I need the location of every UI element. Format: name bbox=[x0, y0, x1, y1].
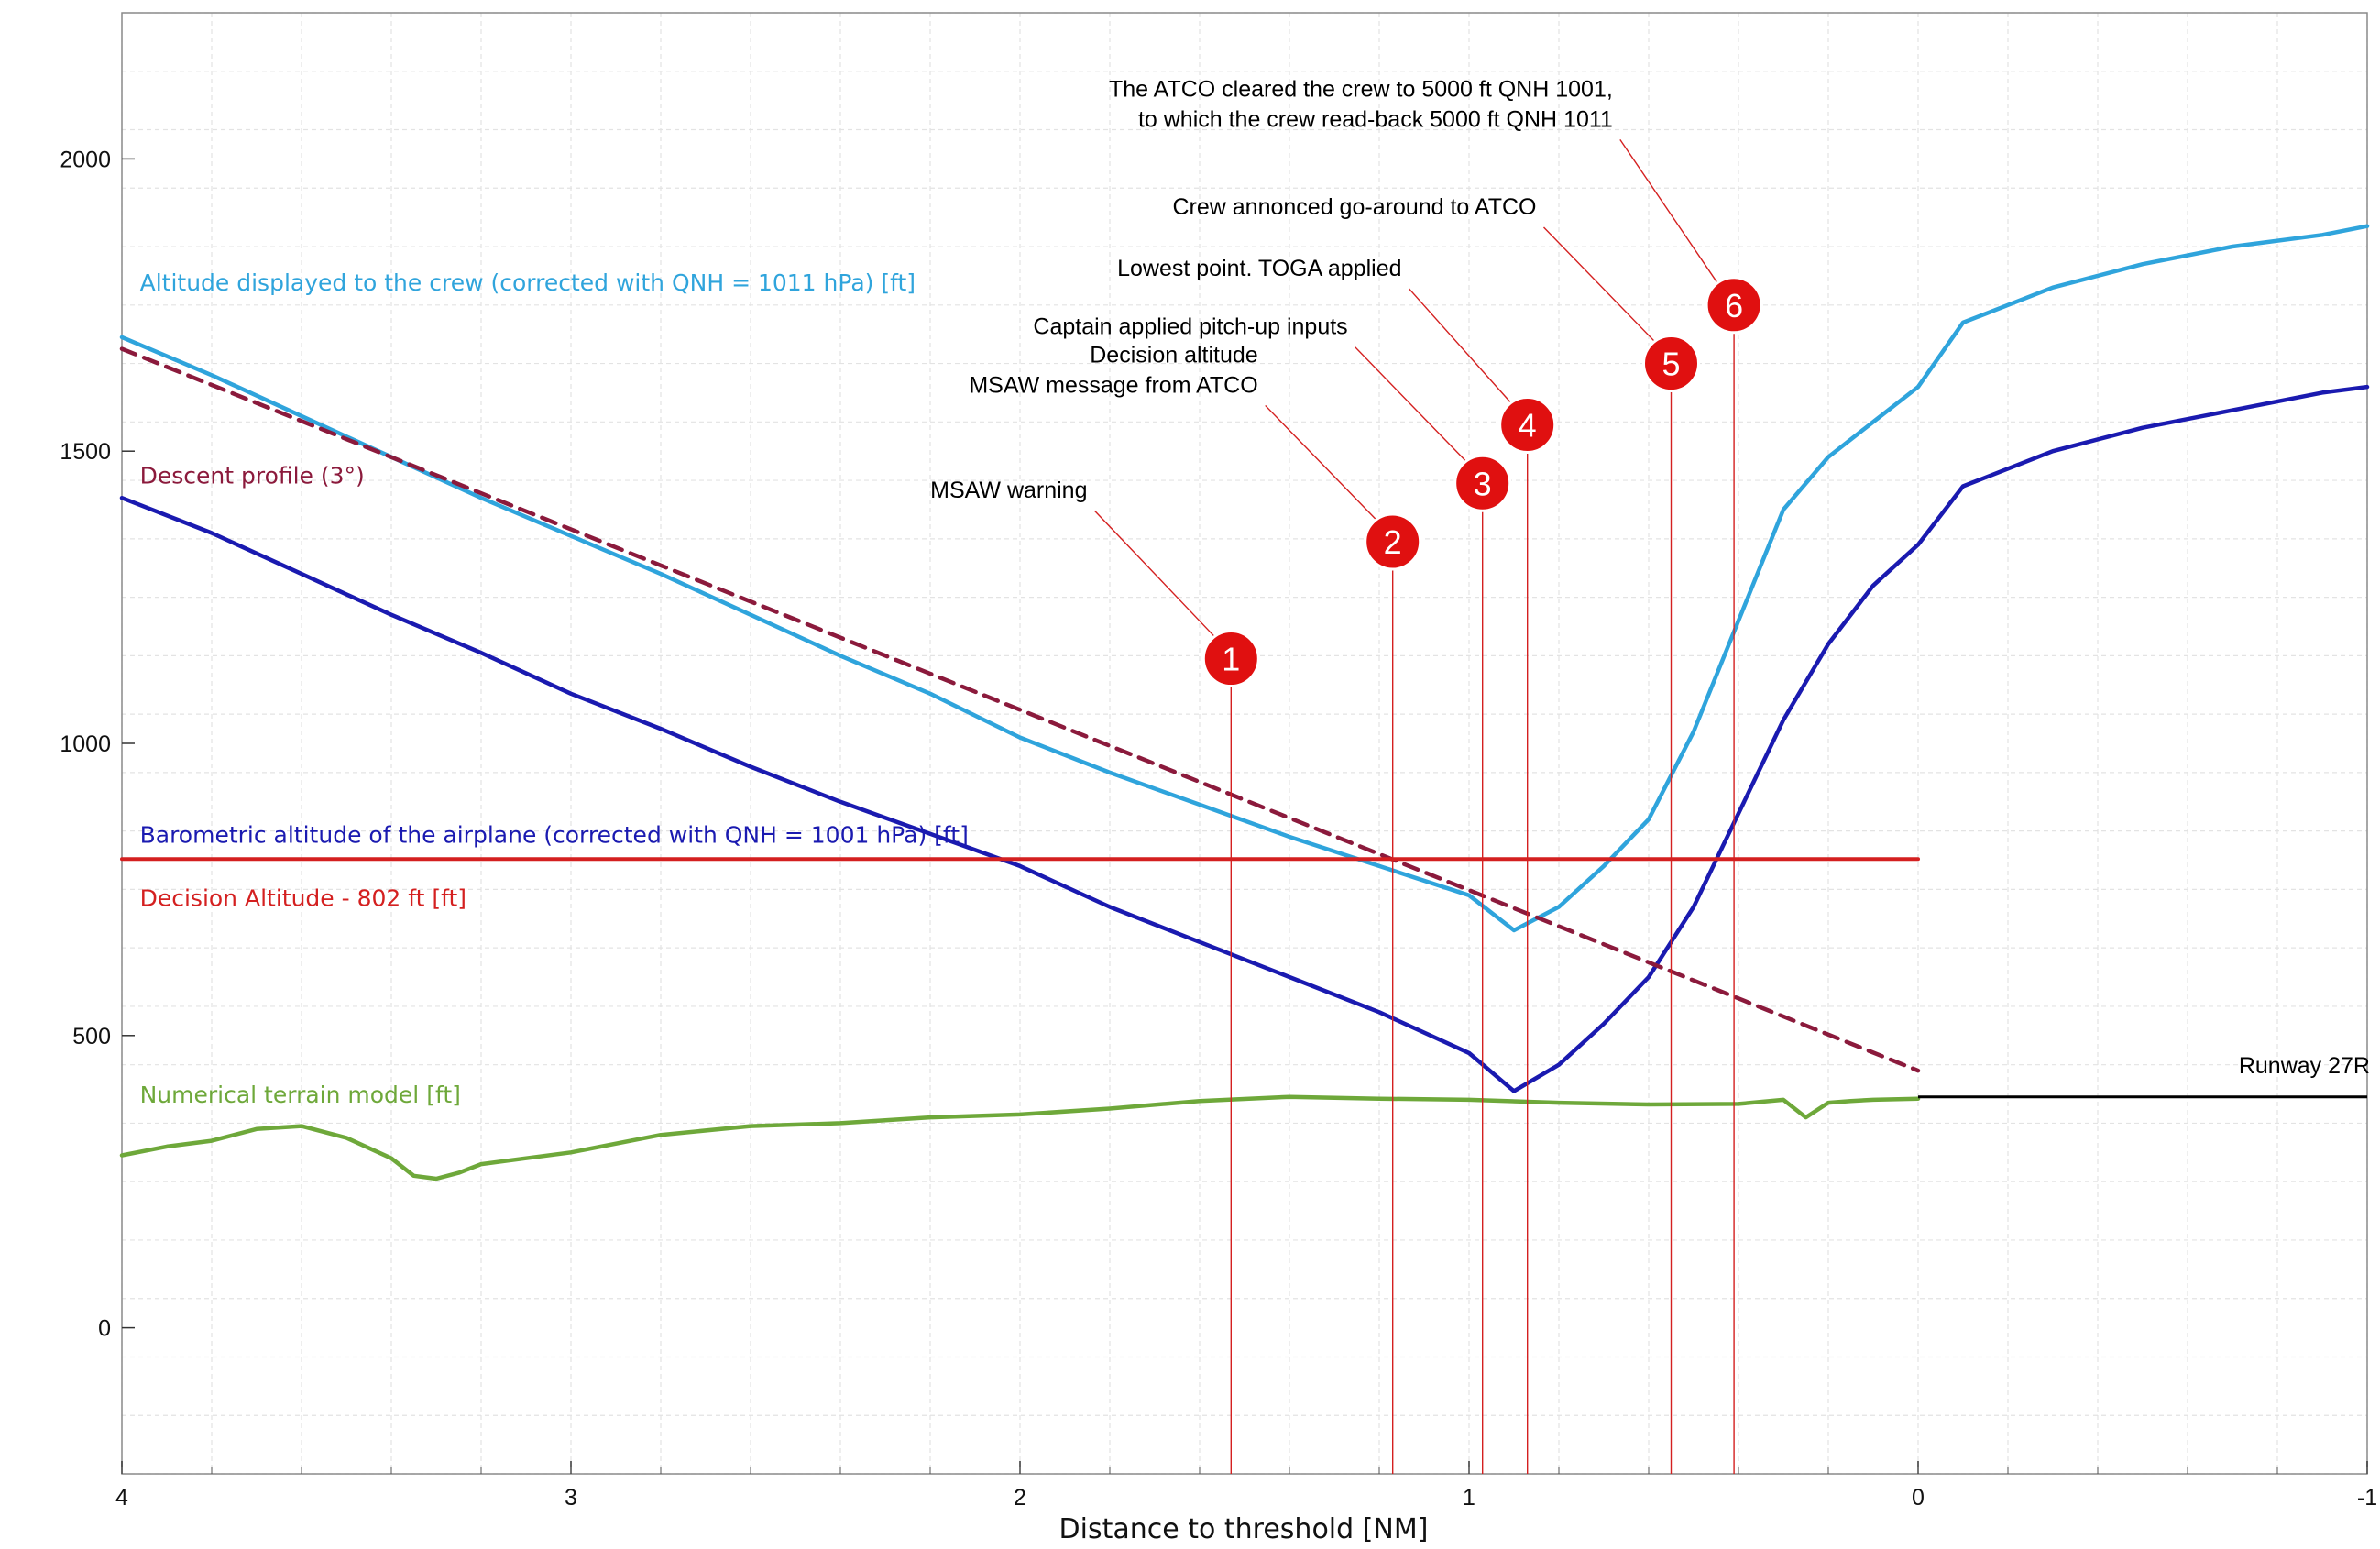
runway-label: Runway 27R bbox=[2239, 1053, 2370, 1079]
y-tick-label: 2000 bbox=[60, 147, 111, 172]
event-annotation: to which the crew read-back 5000 ft QNH … bbox=[1138, 106, 1613, 132]
event-marker-circle bbox=[1498, 396, 1557, 455]
event-marker-circle bbox=[1364, 512, 1422, 571]
event-leader-line bbox=[1408, 288, 1512, 403]
event-marker-circle bbox=[1642, 335, 1700, 393]
event-marker-circle bbox=[1201, 630, 1260, 688]
y-tick-label: 500 bbox=[72, 1024, 111, 1049]
y-tick-label: 1500 bbox=[60, 439, 111, 465]
event-marker-circle bbox=[1453, 454, 1512, 512]
event-marker-number: 6 bbox=[1725, 287, 1743, 324]
event-marker-number: 5 bbox=[1662, 346, 1680, 383]
event-leader-line bbox=[1619, 138, 1718, 284]
descent-profile-line bbox=[119, 346, 1921, 1073]
event-marker-number: 3 bbox=[1474, 465, 1492, 502]
x-axis-label: Distance to threshold [NM] bbox=[1059, 1513, 1429, 1545]
x-tick-label: 0 bbox=[1912, 1485, 1925, 1511]
label-altitude-displayed: Altitude displayed to the crew (correcte… bbox=[140, 269, 916, 296]
event-annotation: MSAW warning bbox=[930, 478, 1087, 503]
x-tick-label: 1 bbox=[1463, 1485, 1475, 1511]
altitude-displayed-line bbox=[119, 224, 2370, 933]
event-annotation: Captain applied pitch-up inputs bbox=[1033, 314, 1347, 340]
terrain-model-line bbox=[119, 1094, 1921, 1181]
event-annotation: Crew annonced go-around to ATCO bbox=[1173, 194, 1537, 220]
y-tick-label: 0 bbox=[98, 1316, 111, 1342]
event-leader-line bbox=[1355, 346, 1467, 462]
x-tick-label: 3 bbox=[565, 1485, 577, 1511]
y-tick-label: 1000 bbox=[60, 731, 111, 757]
series-group: Runway 27R bbox=[119, 224, 2370, 1181]
event-leader-line bbox=[1093, 510, 1215, 638]
event-annotation: The ATCO cleared the crew to 5000 ft QNH… bbox=[1109, 76, 1613, 102]
x-tick-label: -1 bbox=[2357, 1485, 2377, 1511]
event-marker-number: 2 bbox=[1384, 523, 1402, 561]
event-annotation: MSAW message from ATCO bbox=[969, 372, 1257, 398]
label-barometric-altitude: Barometric altitude of the airplane (cor… bbox=[140, 821, 969, 848]
label-decision-altitude: Decision Altitude - 802 ft [ft] bbox=[140, 884, 466, 911]
event-marker-number: 4 bbox=[1519, 407, 1537, 445]
label-terrain-model: Numerical terrain model [ft] bbox=[140, 1082, 461, 1108]
label-descent-profile: Descent profile (3°) bbox=[140, 462, 365, 489]
x-tick-label: 4 bbox=[115, 1485, 128, 1511]
barometric-altitude-line bbox=[119, 384, 2370, 1093]
x-tick-label: 2 bbox=[1014, 1485, 1026, 1511]
event-leader-line bbox=[1542, 226, 1656, 343]
event-annotation: Lowest point. TOGA applied bbox=[1117, 256, 1401, 281]
event-marker-circle bbox=[1705, 276, 1763, 335]
event-marker-number: 1 bbox=[1222, 641, 1240, 678]
event-annotation: Decision altitude bbox=[1090, 342, 1257, 368]
events-group: 1 MSAW warning 2 Decision altitude MSAW mess… bbox=[930, 76, 1763, 1474]
series-labels: Altitude displayed to the crew (correcte… bbox=[140, 269, 969, 1108]
event-leader-line bbox=[1265, 404, 1377, 521]
